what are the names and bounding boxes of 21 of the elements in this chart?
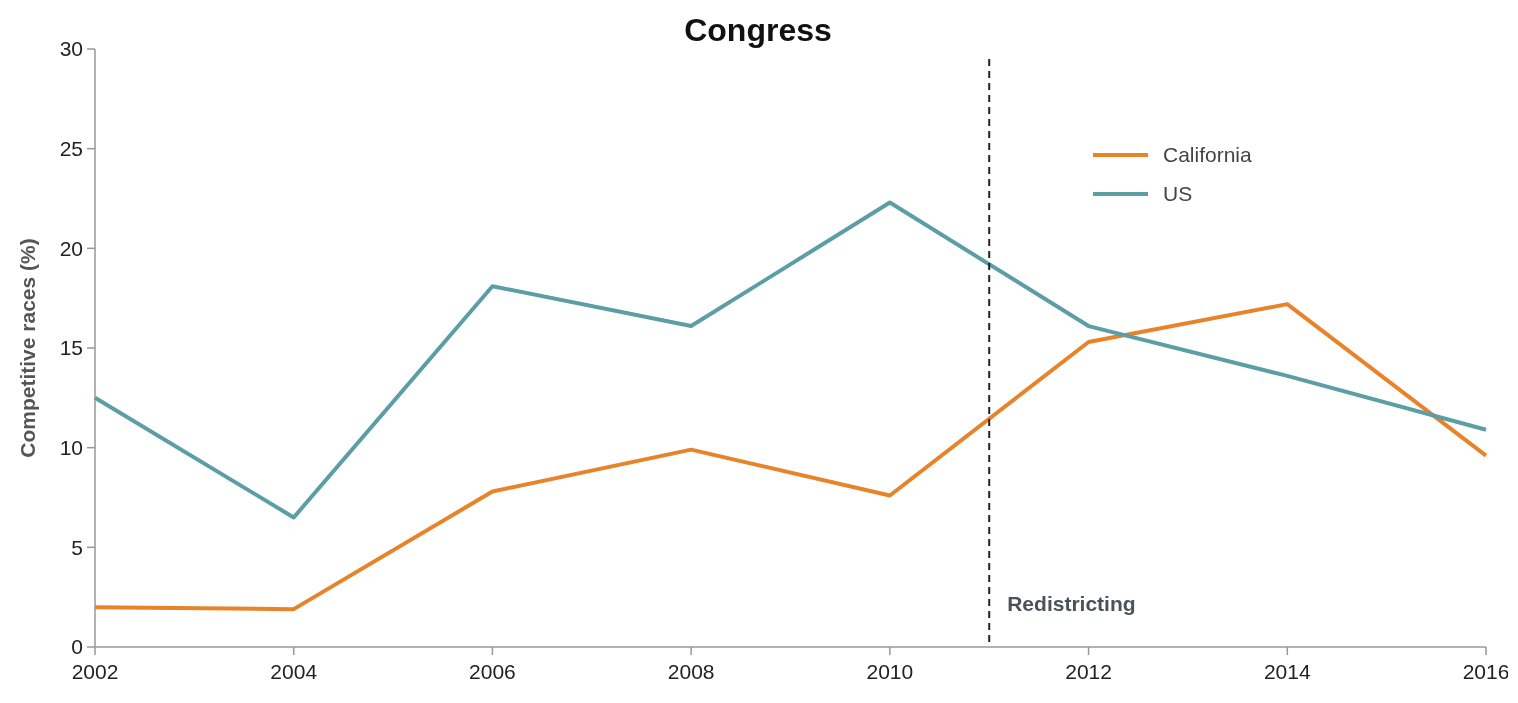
x-tick-label: 2016	[1462, 660, 1510, 683]
y-axis-title: Competitive races (%)	[16, 238, 39, 458]
legend-label: US	[1163, 182, 1193, 206]
x-tick-label: 2004	[270, 660, 318, 683]
x-tick-label: 2014	[1263, 660, 1311, 683]
y-tick-label: 10	[59, 436, 83, 460]
x-tick-label: 2010	[866, 660, 914, 683]
ref-line-label: Redistricting	[1007, 592, 1136, 615]
x-tick-label: 2006	[469, 660, 516, 683]
chart-title: Congress	[684, 12, 832, 48]
x-tick-label: 2002	[71, 660, 119, 683]
y-tick-label: 20	[59, 236, 83, 260]
y-tick-label: 25	[59, 137, 83, 161]
legend-label: California	[1163, 143, 1253, 167]
x-tick-label: 2008	[667, 660, 715, 683]
y-tick-label: 15	[59, 336, 83, 360]
y-tick-label: 0	[71, 635, 83, 659]
x-tick-label: 2012	[1065, 660, 1112, 683]
y-tick-label: 5	[71, 535, 83, 559]
y-tick-label: 30	[59, 37, 83, 61]
line-series	[93, 200, 1488, 520]
